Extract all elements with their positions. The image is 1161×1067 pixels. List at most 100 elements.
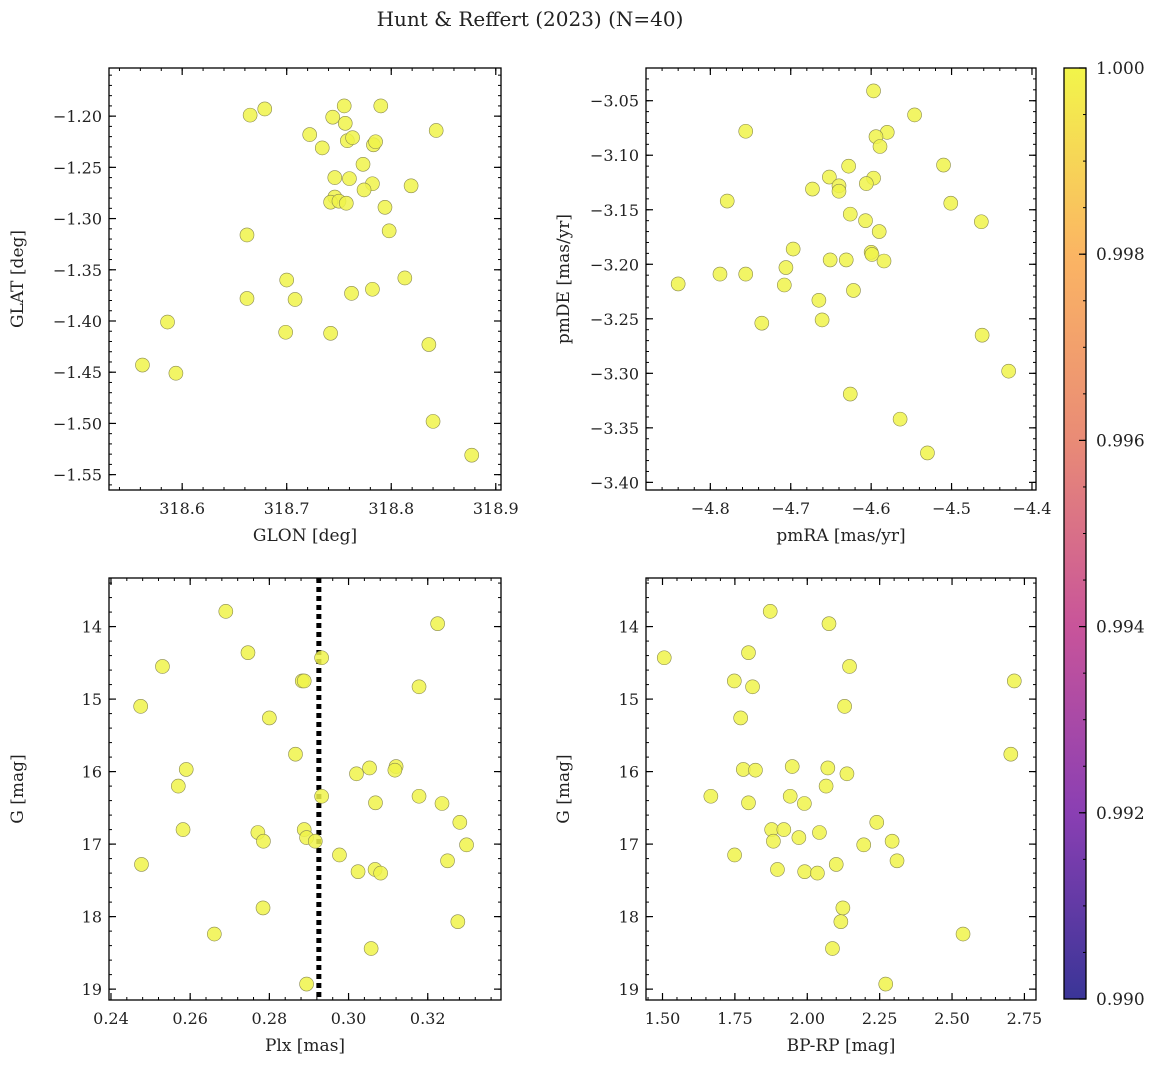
data-point bbox=[262, 710, 277, 726]
data-point bbox=[866, 83, 881, 99]
data-point bbox=[943, 195, 959, 211]
data-point bbox=[178, 762, 194, 777]
y-tick-label: 18 bbox=[82, 908, 102, 927]
axes-frame bbox=[108, 67, 502, 491]
data-point bbox=[336, 98, 352, 114]
x-tick-label: 2.75 bbox=[1007, 1009, 1043, 1028]
y-tick-label: 15 bbox=[82, 690, 102, 709]
x-tick-label: 2.50 bbox=[934, 1009, 970, 1028]
data-point bbox=[797, 796, 812, 811]
x-tick-label: 1.50 bbox=[645, 1009, 681, 1028]
y-tick-label: −3.35 bbox=[590, 419, 639, 438]
colorbar-frame bbox=[1063, 67, 1087, 1000]
data-point bbox=[403, 178, 419, 194]
data-point bbox=[884, 833, 900, 849]
data-point bbox=[350, 864, 366, 879]
data-point bbox=[766, 833, 781, 849]
y-tick-label: −1.30 bbox=[53, 210, 102, 229]
data-point bbox=[974, 214, 989, 230]
data-point bbox=[288, 746, 303, 762]
colorbar-tick-label: 0.990 bbox=[1096, 990, 1145, 1010]
x-axis-label: GLON [deg] bbox=[253, 526, 357, 546]
data-point bbox=[889, 853, 905, 869]
x-tick-label: 2.00 bbox=[789, 1009, 825, 1028]
data-point bbox=[835, 900, 851, 916]
data-point bbox=[936, 157, 951, 173]
data-point bbox=[785, 241, 801, 257]
data-point bbox=[314, 788, 329, 804]
data-point bbox=[777, 277, 792, 293]
data-point bbox=[327, 170, 343, 185]
data-point bbox=[841, 158, 856, 174]
data-point bbox=[920, 445, 935, 461]
data-point bbox=[278, 324, 293, 340]
data-point bbox=[741, 645, 756, 660]
colorbar-tick-label: 0.998 bbox=[1096, 245, 1145, 265]
x-tick-label: 318.8 bbox=[368, 499, 414, 518]
data-point bbox=[839, 766, 855, 782]
data-point bbox=[892, 411, 908, 427]
data-point bbox=[859, 176, 874, 191]
data-point bbox=[733, 710, 748, 726]
data-point bbox=[323, 325, 338, 341]
data-point bbox=[745, 679, 760, 695]
colorbar-tick-label: 0.994 bbox=[1096, 618, 1145, 638]
y-axis-label: pmDE [mas/yr] bbox=[554, 214, 574, 344]
x-tick-label: 0.24 bbox=[93, 1009, 129, 1028]
data-point bbox=[805, 181, 820, 197]
subplot-2: −4.8 −4.7 −4.6 −4.5 −4.4 −3.40 −3.35 −3.30 −3.25… bbox=[554, 67, 1052, 546]
data-point bbox=[858, 213, 873, 228]
data-point bbox=[727, 847, 742, 863]
y-tick-label: −3.05 bbox=[590, 92, 639, 111]
data-point bbox=[440, 853, 455, 869]
data-point bbox=[240, 645, 256, 660]
y-tick-label: 16 bbox=[82, 763, 102, 782]
subplot-4: 1.50 1.75 2.00 2.25 2.50 2.75 14 15 16 17 18 19 BP-R… bbox=[554, 577, 1043, 1056]
data-point bbox=[856, 837, 872, 853]
data-point bbox=[974, 327, 990, 343]
data-point bbox=[825, 941, 840, 956]
x-tick-label: −4.6 bbox=[852, 499, 891, 518]
data-point bbox=[411, 679, 427, 695]
data-point bbox=[170, 778, 186, 794]
data-point bbox=[876, 253, 892, 269]
y-tick-label: 19 bbox=[82, 980, 102, 999]
y-tick-label: 18 bbox=[619, 908, 639, 927]
y-tick-label: −3.25 bbox=[590, 310, 639, 329]
data-point bbox=[776, 822, 792, 837]
x-tick-label: 0.26 bbox=[172, 1009, 208, 1028]
y-tick-label: −3.10 bbox=[590, 146, 639, 165]
data-point bbox=[207, 926, 222, 942]
data-point bbox=[337, 116, 353, 131]
data-point bbox=[428, 123, 444, 138]
axes-frame bbox=[645, 67, 1037, 491]
x-tick-label: 0.32 bbox=[410, 1009, 446, 1028]
colorbar: 0.990 0.992 0.994 0.996 0.998 1.000 bbox=[1063, 59, 1145, 1010]
data-point bbox=[255, 900, 271, 916]
data-point bbox=[302, 127, 318, 142]
data-point bbox=[344, 286, 359, 301]
data-point bbox=[846, 283, 861, 298]
data-point bbox=[842, 206, 858, 222]
data-point bbox=[355, 156, 371, 172]
data-point bbox=[812, 825, 827, 840]
y-tick-label: −3.40 bbox=[590, 473, 639, 492]
data-point bbox=[368, 795, 383, 811]
data-point bbox=[242, 107, 258, 123]
data-point bbox=[828, 857, 844, 872]
x-tick-label: −4.4 bbox=[1013, 499, 1052, 518]
y-tick-label: −3.30 bbox=[590, 364, 639, 383]
data-point bbox=[363, 941, 379, 956]
y-axis-label: G [mag] bbox=[554, 754, 574, 823]
data-point bbox=[133, 699, 148, 714]
data-point bbox=[703, 788, 719, 804]
data-point bbox=[741, 795, 756, 811]
y-tick-label: 14 bbox=[619, 618, 639, 637]
x-tick-label: −4.7 bbox=[771, 499, 810, 518]
data-point bbox=[373, 98, 389, 114]
data-point bbox=[1006, 673, 1022, 689]
y-tick-label: −1.20 bbox=[53, 107, 102, 126]
data-point bbox=[450, 914, 466, 929]
axes-frame bbox=[108, 577, 502, 1001]
y-tick-label: 17 bbox=[619, 835, 639, 854]
